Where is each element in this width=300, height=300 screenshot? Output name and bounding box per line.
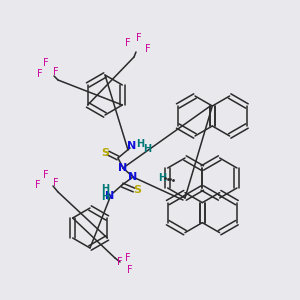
Text: F: F — [136, 33, 142, 43]
Text: H: H — [101, 192, 109, 202]
Text: H: H — [158, 173, 166, 183]
Text: F: F — [53, 67, 59, 77]
Text: N: N — [128, 141, 136, 151]
Text: S: S — [133, 185, 141, 195]
Text: N: N — [105, 191, 115, 201]
Text: F: F — [53, 178, 59, 188]
Text: F: F — [35, 180, 41, 190]
Text: H: H — [143, 144, 151, 154]
Text: N: N — [128, 172, 138, 182]
Text: N: N — [118, 163, 127, 173]
Text: F: F — [37, 69, 43, 79]
Text: F: F — [125, 38, 131, 48]
Text: H: H — [101, 184, 109, 194]
Text: F: F — [127, 265, 133, 275]
Text: F: F — [125, 253, 131, 263]
Text: F: F — [43, 58, 49, 68]
Text: H: H — [136, 139, 144, 149]
Text: S: S — [101, 148, 109, 158]
Text: F: F — [145, 44, 151, 54]
Text: F: F — [117, 257, 123, 267]
Text: F: F — [43, 170, 49, 180]
